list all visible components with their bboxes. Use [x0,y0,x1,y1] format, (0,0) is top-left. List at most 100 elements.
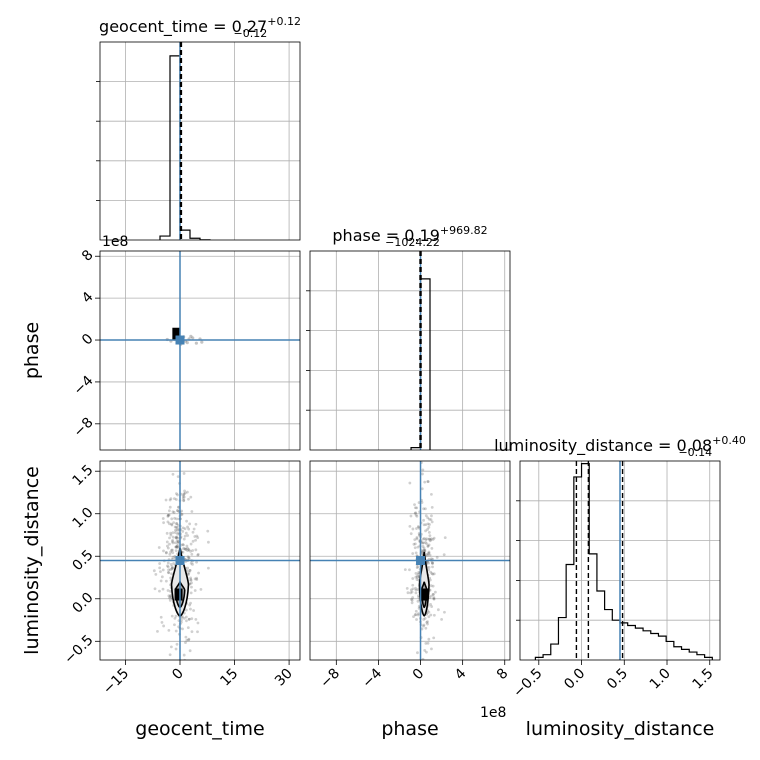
grid-diag-phase [310,251,510,450]
sample-point [186,549,189,553]
sample-point [160,621,164,624]
sample-point [166,514,170,517]
sample-point [430,605,434,608]
sample-point [157,546,161,549]
sample-point [424,452,427,455]
sample-point [424,514,428,518]
sample-point [421,468,425,472]
sample-point [431,572,435,576]
panel-title-geocent_time: geocent_time = 0.27+0.12 −0.12 [99,15,301,40]
sample-point [173,541,177,545]
sample-point [187,573,190,576]
sample-point [416,572,420,576]
sample-point [426,522,430,526]
sample-point [166,513,170,517]
sample-point [180,618,183,622]
sample-point [429,537,433,541]
sample-point [409,514,413,518]
sample-point [416,576,419,579]
sample-point [164,551,168,555]
sample-point [411,527,415,531]
sample-point [411,552,415,555]
title-sub: −0.12 [234,27,268,40]
sample-point [169,568,172,572]
sample-point [191,530,195,534]
sample-point [166,565,170,569]
sample-point [194,538,198,542]
title-sub: −0.14 [678,446,712,459]
sample-point [174,528,177,532]
sample-point [421,541,425,545]
xtick-label: 4 [452,665,470,683]
sample-point [159,615,163,619]
sample-point [182,493,186,497]
sample-point [423,480,427,484]
sample-point [164,579,168,583]
sample-point [182,498,186,502]
sample-point [168,653,172,657]
sample-point [410,598,414,602]
sample-point [161,517,165,520]
sample-point [167,568,170,572]
sample-point [427,525,431,529]
sample-point [426,528,429,531]
sample-point [189,561,193,565]
sample-point [187,638,191,642]
scatter-panel-geocent_time-vs-phase [99,250,301,451]
sample-point [175,522,178,525]
sample-point [189,334,193,338]
diag-panel-geocent_time: geocent_time = 0.27+0.12 −0.12 [96,15,301,241]
sample-point [429,538,433,542]
sample-point [422,623,426,627]
sample-point [426,553,430,557]
y-axis-label: phase [21,322,43,379]
sample-point [186,546,189,550]
sample-point [415,578,419,582]
sample-point [182,499,186,503]
xtick-label: −4 [359,665,385,691]
sample-point [181,494,185,498]
sample-point [192,609,195,612]
sample-point [169,533,173,537]
sample-point [185,519,188,523]
sample-point [166,589,170,592]
sample-point [423,549,427,552]
sample-point [413,613,417,617]
sample-point [427,568,431,572]
grid-diag-geocent_time [100,42,300,240]
sample-point [416,613,420,617]
sample-point [174,545,178,549]
sample-point [176,532,179,536]
sample-point [411,583,415,587]
sample-point [169,531,172,535]
sample-point [189,576,193,580]
sample-point [200,340,204,344]
sample-point [411,596,415,599]
sample-point [427,537,431,541]
sample-point [412,542,416,546]
sample-point [414,513,418,517]
sample-point [181,627,184,631]
sample-point [443,610,446,614]
sample-point [169,576,173,580]
sample-point [418,456,421,459]
sample-point [431,584,435,588]
sample-point [188,649,192,653]
sample-point [176,509,180,513]
sample-point [423,507,427,511]
sample-point [416,545,420,549]
sample-point [170,548,174,552]
sample-point [170,567,174,571]
sample-point [187,547,190,551]
sample-point [429,613,433,617]
sample-point [405,586,409,590]
sample-point [187,617,191,621]
sample-point [421,537,425,541]
title-sub: −1024.22 [385,236,440,249]
sample-point [420,501,424,504]
histogram-luminosity_distance [534,463,713,660]
sample-point [176,540,180,543]
sample-point [186,626,190,630]
sample-point [174,531,177,535]
sample-point [414,609,418,613]
